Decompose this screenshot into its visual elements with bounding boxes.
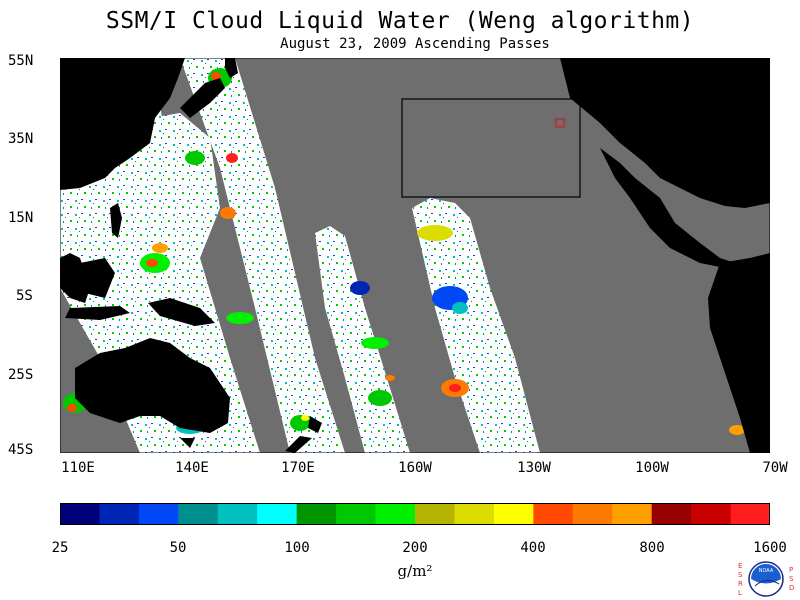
colorbar-label-50: 50 (169, 540, 187, 556)
colorbar-label-400: 400 (520, 540, 546, 556)
cloud-water-map (60, 58, 770, 453)
svg-text:L: L (738, 589, 742, 597)
lon-label-100w: 100W (635, 460, 669, 476)
swath-4 (412, 198, 540, 453)
lat-label-25s: 25S (8, 367, 34, 383)
lon-label-70w: 70W (762, 460, 788, 476)
colorbar-label-25: 25 (51, 540, 69, 556)
colorbar-swatch (415, 503, 455, 525)
psd-letters: PSD (789, 566, 794, 592)
point-marker (555, 118, 565, 128)
colorbar (60, 503, 770, 525)
colorbar-swatch (99, 503, 140, 525)
lat-label-35n: 35N (8, 131, 34, 147)
colorbar-swatch (336, 503, 377, 525)
map-title: SSM/I Cloud Liquid Water (Weng algorithm… (105, 8, 695, 34)
land-japan (180, 78, 225, 118)
land (60, 58, 770, 453)
colorbar-swatch (651, 503, 692, 525)
colorbar-swatch (60, 503, 100, 525)
region-box (401, 98, 581, 198)
colorbar-swatch (533, 503, 574, 525)
land-asia (60, 58, 185, 190)
land-north-america (560, 58, 770, 208)
svg-text:R: R (738, 580, 743, 588)
svg-text:S: S (738, 571, 743, 579)
colorbar-swatch (217, 503, 258, 525)
colorbar-swatch (730, 503, 770, 525)
colorbar-swatch (296, 503, 337, 525)
land-philippines (110, 203, 122, 238)
colorbar-swatch (138, 503, 179, 525)
colorbar-border (60, 503, 770, 525)
noaa-text: NOAA (759, 568, 774, 574)
colorbar-swatch (493, 503, 534, 525)
swath-2 (180, 58, 345, 453)
map-subtitle: August 23, 2009 Ascending Passes (280, 36, 550, 52)
svg-text:S: S (789, 575, 794, 583)
colorbar-swatch (178, 503, 219, 525)
land-central-america (600, 148, 735, 268)
land-new-zealand (308, 416, 322, 433)
lon-label-140e: 140E (175, 460, 209, 476)
svg-text:P: P (789, 566, 793, 574)
colorbar-unit: g/m² (397, 562, 433, 580)
colorbar-swatch (691, 503, 732, 525)
lon-label-160w: 160W (398, 460, 432, 476)
svg-text:E: E (738, 562, 742, 570)
colorbar-swatch (257, 503, 298, 525)
land-australia (75, 338, 230, 433)
lon-label-130w: 130W (517, 460, 551, 476)
lon-label-170e: 170E (281, 460, 315, 476)
lat-label-55n: 55N (8, 53, 34, 69)
colorbar-swatch (612, 503, 653, 525)
colorbar-swatch (572, 503, 613, 525)
lat-label-5s: 5S (16, 288, 33, 304)
lat-label-15n: 15N (8, 210, 34, 226)
lon-label-110e: 110E (61, 460, 95, 476)
land-south-america (708, 253, 770, 453)
colorbar-label-200: 200 (402, 540, 428, 556)
lat-label-45s: 45S (8, 442, 34, 458)
colorbar-swatch (454, 503, 495, 525)
land-borneo (80, 258, 115, 298)
svg-text:D: D (789, 584, 794, 592)
colorbar-label-1600: 1600 (753, 540, 787, 556)
colorbar-label-800: 800 (639, 540, 665, 556)
land-new-guinea (148, 298, 215, 326)
cloud-patches (63, 68, 745, 435)
colorbar-label-100: 100 (284, 540, 310, 556)
colorbar-swatch (375, 503, 416, 525)
